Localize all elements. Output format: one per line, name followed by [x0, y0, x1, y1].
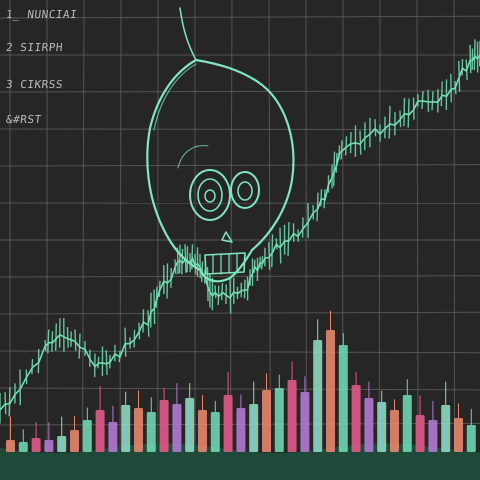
volume-bar	[390, 410, 399, 452]
volume-bar	[428, 420, 438, 452]
grid-line	[0, 311, 480, 315]
price-candle	[287, 222, 290, 256]
price-candle	[450, 73, 452, 103]
volume-bar	[326, 330, 335, 452]
volume-bar	[172, 404, 182, 452]
price-candle	[55, 323, 57, 351]
volume-bar	[377, 402, 387, 452]
price-candle	[220, 283, 224, 301]
volume-bar	[351, 385, 361, 452]
price-candle	[403, 97, 406, 127]
price-candle	[279, 227, 282, 264]
price-candle	[4, 392, 7, 415]
volume-bar	[300, 392, 310, 452]
price-candle	[31, 358, 34, 375]
grid-line	[0, 90, 480, 93]
note-2: 2 SIIRPH	[5, 41, 64, 54]
volume-bar	[287, 380, 297, 452]
grid-line	[0, 350, 480, 354]
price-candle	[407, 98, 410, 128]
volume-bar	[364, 398, 374, 452]
volume-bar	[338, 345, 348, 452]
volume-bar	[454, 418, 463, 452]
price-candle	[388, 105, 391, 139]
note-4: &#RST	[5, 113, 43, 126]
volume-bar	[44, 440, 54, 452]
price-candle	[105, 350, 108, 375]
price-candle	[320, 189, 323, 207]
volume-bar	[402, 395, 412, 452]
volume-bar	[313, 340, 323, 452]
volume-ground	[0, 443, 480, 480]
volume-bar	[159, 400, 169, 452]
price-candle	[421, 90, 424, 109]
price-candle	[271, 234, 274, 268]
grid-line	[0, 15, 480, 19]
volume-bar	[415, 415, 425, 452]
price-candle	[8, 387, 11, 417]
price-candle	[243, 279, 246, 299]
volume-bar	[108, 422, 118, 452]
volume-bar	[95, 410, 105, 452]
price-candle	[124, 327, 127, 357]
price-candle	[66, 327, 69, 348]
price-candle	[214, 285, 217, 299]
grid-line	[0, 128, 480, 131]
volume-bars	[6, 310, 476, 452]
volume-bar	[134, 408, 143, 452]
price-candle	[431, 91, 434, 111]
price-candle	[345, 136, 348, 156]
volume-bar	[441, 405, 451, 452]
volume-bar	[198, 410, 207, 452]
price-candle	[340, 140, 343, 160]
price-candle	[47, 329, 50, 354]
skull-icon	[146, 7, 295, 283]
price-candle	[51, 331, 54, 352]
volume-bar	[31, 438, 41, 452]
volume-bar	[466, 425, 476, 452]
volume-bar	[57, 436, 67, 452]
price-candle	[97, 356, 100, 369]
volume-bar	[82, 420, 92, 452]
price-candle	[440, 81, 443, 107]
volume-bar	[6, 440, 15, 452]
volume-bar	[210, 412, 220, 452]
volume-bar	[274, 388, 284, 452]
price-candle	[74, 329, 77, 351]
price-candle	[142, 309, 145, 333]
price-candle	[229, 278, 232, 314]
price-line	[0, 54, 480, 411]
grid-line	[0, 164, 480, 167]
price-candle	[332, 151, 336, 187]
price-candle	[316, 192, 319, 222]
price-candle	[469, 44, 472, 74]
volume-bar	[121, 405, 131, 452]
volume-bar	[70, 430, 79, 452]
price-candle	[473, 39, 476, 71]
grid-line	[0, 275, 480, 278]
note-1: 1_ NUNCIAI	[5, 8, 78, 21]
volume-bar	[185, 398, 195, 452]
volume-bar	[236, 408, 246, 452]
price-candle	[374, 119, 377, 137]
volume-bar	[146, 412, 156, 452]
price-candles	[0, 39, 480, 424]
volume-bar	[249, 404, 259, 452]
note-3: 3 CIKRSS	[5, 78, 64, 91]
volume-bar	[262, 390, 271, 452]
grid-line	[0, 387, 480, 391]
volume-bar	[18, 442, 28, 452]
volume-bar	[223, 395, 233, 452]
